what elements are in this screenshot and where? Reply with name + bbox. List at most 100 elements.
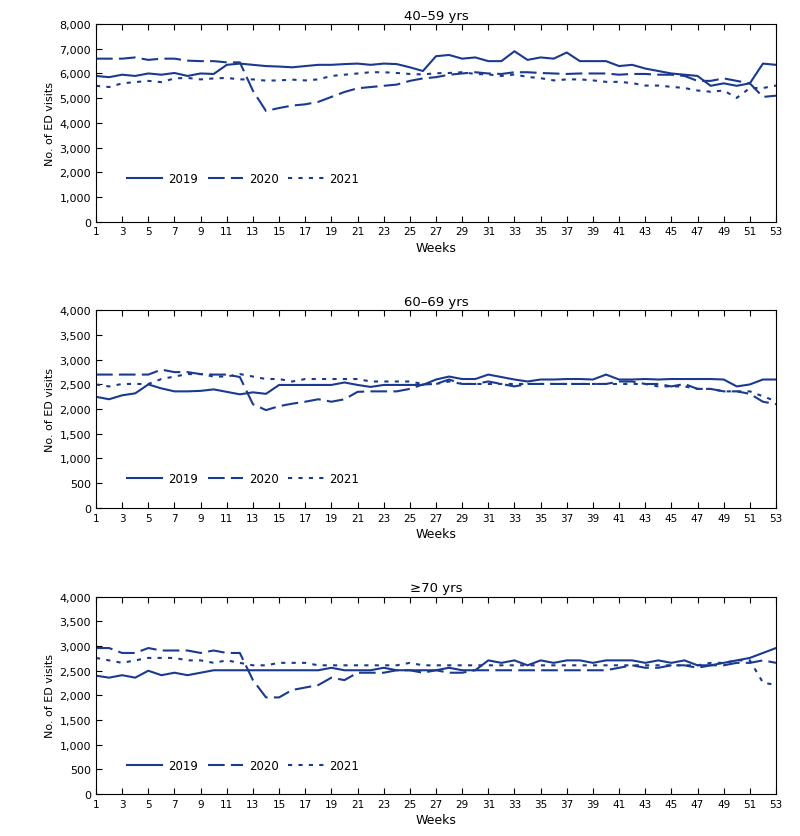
2019 [706,82,715,92]
2019 [510,375,519,385]
2020 [706,660,715,670]
2019 [483,57,493,67]
2019 [274,63,284,73]
2020 [627,660,637,670]
2019 [627,61,637,71]
2020 [497,665,506,675]
2021 [366,69,375,79]
2020 [261,692,270,702]
2019 [771,375,781,385]
2021 [182,370,192,380]
2020 [261,107,270,117]
2019 [706,660,715,670]
2020 [130,54,140,64]
Line: 2020: 2020 [96,59,776,112]
2020 [562,70,571,80]
2021 [91,653,101,663]
Title: ≥70 yrs: ≥70 yrs [410,582,462,594]
2021 [91,380,101,390]
2021 [549,76,558,86]
2021 [483,660,493,670]
2020 [91,370,101,380]
2021 [536,74,546,84]
2020 [536,665,546,675]
2019 [549,54,558,64]
2021 [771,681,781,691]
2021 [497,380,506,390]
2019 [497,658,506,668]
2019 [771,61,781,71]
2021 [732,94,742,104]
2020 [549,69,558,79]
2019 [91,670,101,681]
2021 [614,660,624,670]
2019 [104,673,114,683]
Line: 2020: 2020 [96,648,776,697]
2019 [91,392,101,402]
2021 [510,70,519,80]
2020 [287,686,297,696]
2019 [536,655,546,665]
2020 [522,380,532,390]
X-axis label: Weeks: Weeks [415,242,457,254]
2019 [483,370,493,380]
2019 [549,375,558,385]
2019 [627,655,637,665]
2019 [771,643,781,653]
2019 [641,375,650,385]
2020 [562,380,571,390]
2020 [510,69,519,79]
2020 [91,643,101,653]
Line: 2019: 2019 [96,375,776,400]
2021 [497,72,506,82]
2021 [771,397,781,407]
Line: 2021: 2021 [96,658,776,686]
Title: 40–59 yrs: 40–59 yrs [404,9,468,23]
Line: 2021: 2021 [96,375,776,402]
Y-axis label: No. of ED visits: No. of ED visits [46,654,55,737]
2020 [522,69,532,79]
2020 [771,400,781,410]
X-axis label: Weeks: Weeks [415,813,457,826]
2019 [91,72,101,82]
2021 [522,660,532,670]
Y-axis label: No. of ED visits: No. of ED visits [46,82,55,166]
2020 [641,70,650,80]
2019 [287,380,297,390]
2020 [641,380,650,390]
2020 [301,100,310,110]
2021 [627,79,637,89]
2019 [510,47,519,57]
2019 [510,655,519,665]
Legend: 2019, 2020, 2021: 2019, 2020, 2021 [122,168,364,191]
2020 [510,665,519,675]
2021 [274,76,284,86]
2020 [771,92,781,102]
2019 [522,377,532,387]
Title: 60–69 yrs: 60–69 yrs [404,295,468,308]
2021 [287,377,297,387]
2020 [261,405,270,415]
2020 [510,382,519,392]
2021 [91,82,101,92]
Y-axis label: No. of ED visits: No. of ED visits [46,368,55,451]
2019 [287,665,297,675]
2019 [104,395,114,405]
2019 [497,57,506,67]
Line: 2020: 2020 [96,370,776,410]
2021 [706,385,715,395]
2020 [301,397,310,407]
2021 [274,658,284,668]
2021 [510,380,519,390]
Line: 2021: 2021 [96,74,776,99]
2021 [771,81,781,91]
2020 [549,380,558,390]
2020 [771,658,781,668]
Line: 2019: 2019 [96,648,776,678]
2021 [693,660,702,670]
2021 [627,380,637,390]
2019 [562,375,571,385]
Legend: 2019, 2020, 2021: 2019, 2020, 2021 [122,754,364,777]
X-axis label: Weeks: Weeks [415,528,457,540]
Legend: 2019, 2020, 2021: 2019, 2020, 2021 [122,468,364,491]
